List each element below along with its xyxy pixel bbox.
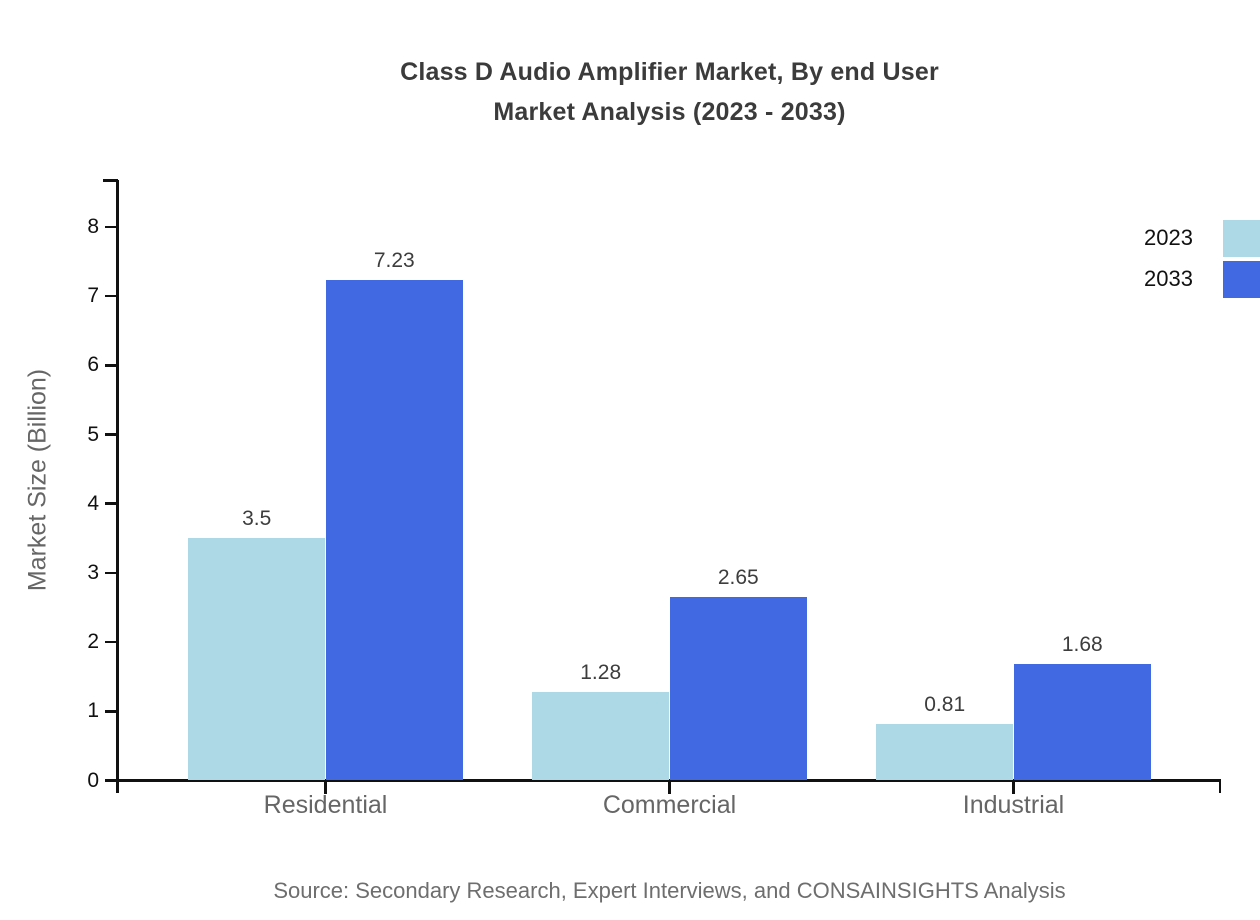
- chart-title: Class D Audio Amplifier Market, By end U…: [118, 52, 1221, 132]
- y-tick-label: 1: [87, 699, 99, 723]
- y-tick-label: 6: [87, 353, 99, 377]
- y-tick: [105, 710, 118, 713]
- y-tick: [105, 433, 118, 436]
- y-tick-label: 3: [87, 560, 99, 584]
- y-tick-label: 2: [87, 630, 99, 654]
- y-tick-label: 7: [87, 284, 99, 308]
- bar-2033-residential: [325, 280, 464, 781]
- x-tick: [324, 781, 327, 794]
- source-note: Source: Secondary Research, Expert Inter…: [273, 878, 1066, 903]
- bar-value-label: 2.65: [717, 566, 759, 590]
- x-tick: [1012, 781, 1015, 794]
- y-tick: [105, 571, 118, 575]
- legend-label-2033: 2033: [1144, 266, 1193, 291]
- x-tick: [668, 781, 671, 794]
- chart-title-line-2: Market Analysis (2023 - 2033): [493, 98, 846, 126]
- bar-2033-commercial: [669, 597, 808, 781]
- x-category-label: Industrial: [962, 791, 1065, 819]
- bar-value-label: 0.81: [924, 693, 966, 717]
- bar-2023-industrial: [875, 724, 1014, 781]
- y-tick: [105, 294, 118, 298]
- y-tick: [105, 779, 118, 782]
- bar-value-label: 3.5: [242, 507, 272, 531]
- y-tick: [105, 640, 118, 644]
- bar-2023-commercial: [531, 691, 670, 781]
- y-tick-label: 8: [87, 214, 99, 238]
- x-category-label: Residential: [263, 791, 388, 819]
- x-axis-end-cap: [1218, 779, 1221, 793]
- y-axis-end-cap: [103, 179, 118, 182]
- y-tick: [105, 364, 118, 367]
- y-tick-label: 4: [87, 491, 99, 515]
- bar-2033-industrial: [1013, 664, 1152, 781]
- bar-value-label: 1.68: [1061, 633, 1103, 657]
- y-tick-label: 5: [87, 422, 99, 446]
- legend-swatch-2023: [1223, 220, 1260, 257]
- y-axis-line: [116, 180, 119, 793]
- legend-label-2023: 2023: [1144, 225, 1193, 250]
- y-tick-label: 0: [87, 768, 99, 792]
- y-axis-title: Market Size (Billion): [23, 368, 52, 592]
- y-tick: [105, 225, 118, 229]
- chart-title-line-1: Class D Audio Amplifier Market, By end U…: [400, 58, 939, 86]
- bar-value-label: 1.28: [580, 660, 622, 684]
- legend-swatch-2033: [1223, 261, 1260, 298]
- bar-2023-residential: [187, 538, 326, 781]
- bar-value-label: 7.23: [373, 249, 415, 273]
- y-tick: [105, 502, 118, 505]
- x-category-label: Commercial: [602, 791, 737, 819]
